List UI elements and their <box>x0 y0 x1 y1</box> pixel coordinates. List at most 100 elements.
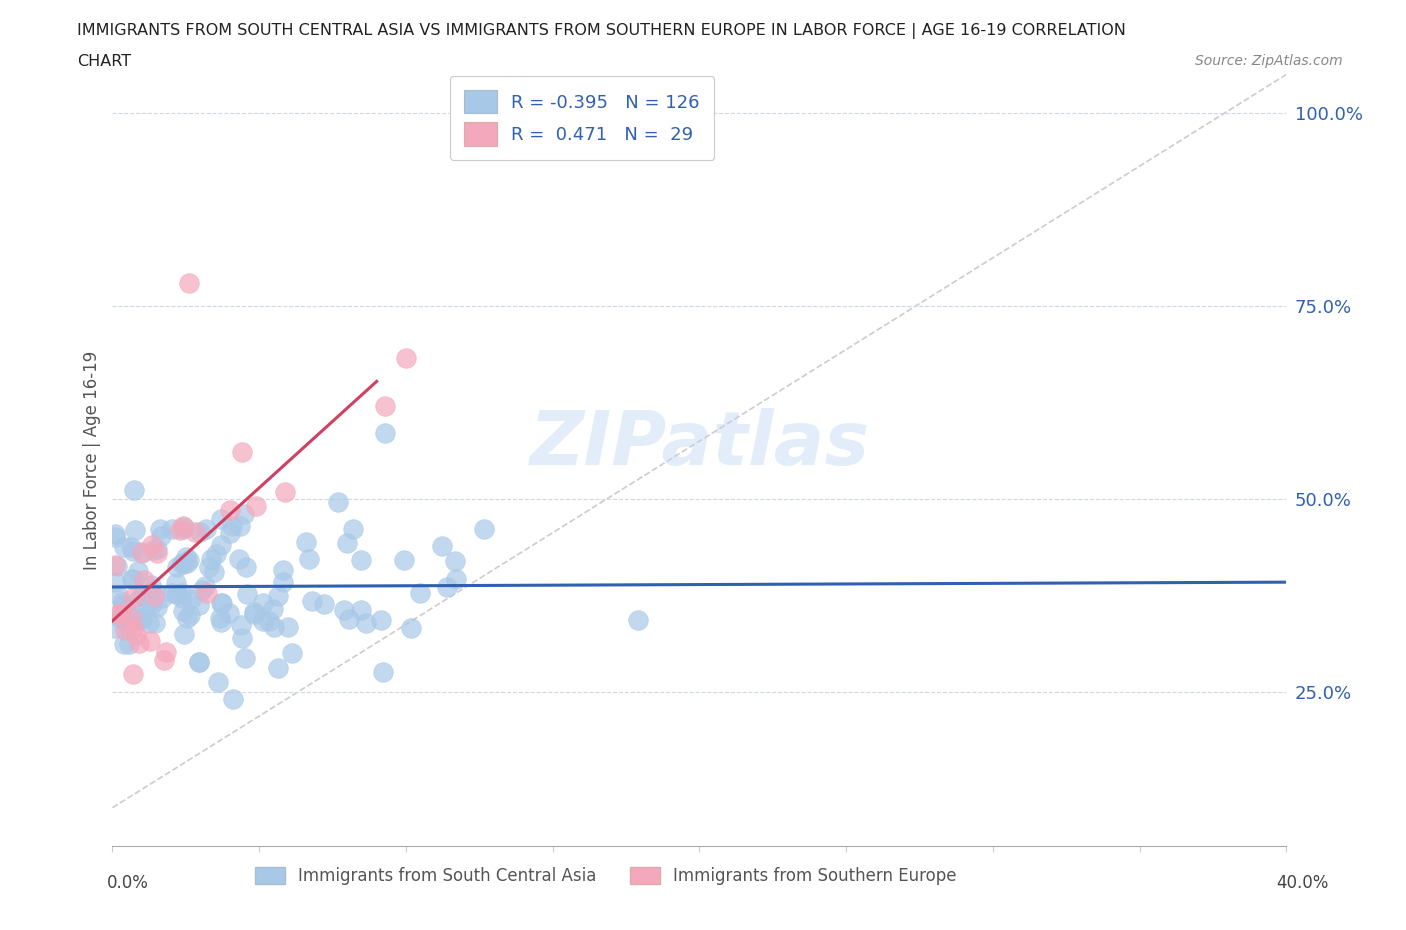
Point <box>281 645 304 660</box>
Point <box>235 560 257 575</box>
Point <box>179 608 201 623</box>
Point <box>131 544 153 559</box>
Point <box>105 558 128 573</box>
Point <box>444 572 467 587</box>
Text: 40.0%: 40.0% <box>1277 874 1329 892</box>
Point <box>124 523 146 538</box>
Point <box>399 620 422 635</box>
Point <box>118 637 141 652</box>
Point <box>176 555 198 570</box>
Y-axis label: In Labor Force | Age 16-19: In Labor Force | Age 16-19 <box>83 351 101 570</box>
Point <box>432 538 454 553</box>
Point <box>128 613 150 628</box>
Point <box>112 636 135 651</box>
Point <box>204 547 226 562</box>
Point <box>209 512 232 526</box>
Point <box>370 612 392 627</box>
Point <box>146 542 169 557</box>
Point <box>132 588 155 603</box>
Point <box>170 591 193 605</box>
Point <box>231 631 253 645</box>
Point <box>232 506 254 521</box>
Point <box>170 555 193 570</box>
Legend: Immigrants from South Central Asia, Immigrants from Southern Europe: Immigrants from South Central Asia, Immi… <box>247 860 963 892</box>
Point <box>229 519 252 534</box>
Point <box>110 605 132 620</box>
Point <box>326 495 349 510</box>
Point <box>374 399 396 414</box>
Point <box>122 591 145 605</box>
Point <box>208 610 231 625</box>
Point <box>301 593 323 608</box>
Point <box>392 552 415 567</box>
Point <box>141 538 163 553</box>
Point <box>122 667 145 682</box>
Point <box>146 545 169 560</box>
Point <box>150 591 173 605</box>
Point <box>474 522 496 537</box>
Point <box>112 539 135 554</box>
Point <box>194 578 217 593</box>
Point <box>262 601 284 616</box>
Point <box>219 502 242 517</box>
Point <box>245 498 267 513</box>
Point <box>350 552 373 567</box>
Point <box>172 557 194 572</box>
Point <box>115 603 138 618</box>
Point <box>121 543 143 558</box>
Point <box>236 587 259 602</box>
Point <box>200 551 222 566</box>
Point <box>107 588 129 603</box>
Point <box>117 619 139 634</box>
Point <box>298 551 321 566</box>
Point <box>104 529 127 544</box>
Point <box>125 610 148 625</box>
Point <box>444 553 467 568</box>
Point <box>172 604 194 618</box>
Point <box>177 275 200 290</box>
Point <box>342 522 364 537</box>
Point <box>139 585 162 600</box>
Point <box>131 611 153 626</box>
Text: CHART: CHART <box>77 54 131 69</box>
Text: 0.0%: 0.0% <box>107 874 149 892</box>
Point <box>188 525 211 539</box>
Point <box>273 485 295 499</box>
Point <box>122 483 145 498</box>
Point <box>312 596 335 611</box>
Point <box>436 580 458 595</box>
Point <box>218 605 240 620</box>
Point <box>150 529 173 544</box>
Point <box>221 519 243 534</box>
Point <box>128 635 150 650</box>
Point <box>183 525 205 539</box>
Point <box>107 606 129 621</box>
Point <box>333 603 356 618</box>
Point <box>120 540 142 555</box>
Point <box>173 627 195 642</box>
Point <box>128 591 150 606</box>
Point <box>172 518 194 533</box>
Point <box>170 586 193 601</box>
Point <box>131 610 153 625</box>
Point <box>337 611 360 626</box>
Point <box>104 621 127 636</box>
Point <box>162 522 184 537</box>
Point <box>350 602 373 617</box>
Point <box>191 582 214 597</box>
Point <box>104 575 127 590</box>
Point <box>172 522 194 537</box>
Point <box>125 628 148 643</box>
Point <box>187 597 209 612</box>
Point <box>195 586 218 601</box>
Point <box>231 445 253 459</box>
Point <box>207 674 229 689</box>
Point <box>146 600 169 615</box>
Point <box>120 611 142 626</box>
Point <box>252 595 274 610</box>
Point <box>179 552 201 567</box>
Point <box>166 586 188 601</box>
Point <box>160 586 183 601</box>
Point <box>209 537 232 551</box>
Point <box>271 563 294 578</box>
